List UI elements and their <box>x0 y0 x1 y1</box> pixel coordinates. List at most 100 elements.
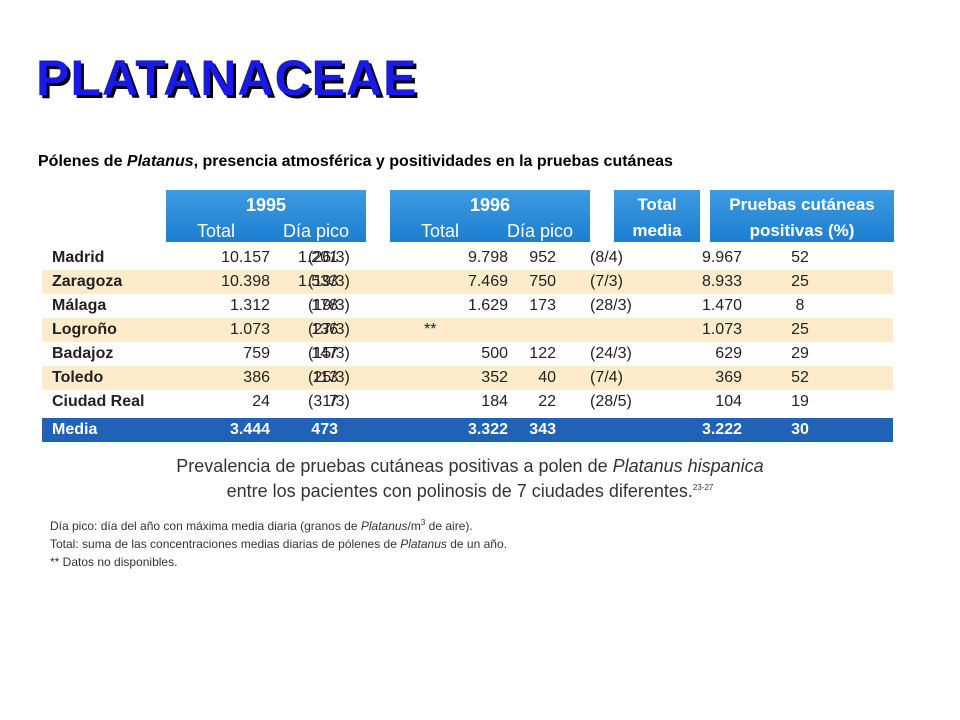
average-total-media: 3.222 <box>701 421 742 438</box>
dia-pico-date-1995: (26/3) <box>308 249 350 266</box>
dia-pico-date-1995: (15/3) <box>308 345 350 362</box>
footnote-dia-pico-unit: /m <box>407 519 421 533</box>
table-row: Málaga 1.312 178 (19/3) 1.629 173 (28/3)… <box>42 294 893 318</box>
average-row: Media 3.444 473 3.322 343 3.222 30 <box>42 418 893 442</box>
total-1995: 386 <box>243 369 270 386</box>
dia-pico-value-1996: 40 <box>538 369 556 386</box>
dia-pico-date-1995: (19/3) <box>308 297 350 314</box>
city-name: Málaga <box>52 297 107 314</box>
dia-pico-date-1995: (19/3) <box>308 273 350 290</box>
dia-pico-date-1996: (24/3) <box>590 345 632 362</box>
city-name: Ciudad Real <box>52 393 145 410</box>
dia-pico-value-1996: 952 <box>529 249 556 266</box>
table-subtitle: Pólenes de Platanus, presencia atmosféri… <box>38 153 673 171</box>
average-label: Media <box>52 421 98 438</box>
total-1996: 184 <box>481 393 508 410</box>
footnote-dia-pico-text: Día pico: día del año con máxima media d… <box>50 519 361 533</box>
total-1996: 1.629 <box>467 297 508 314</box>
average-dia-pico-1996: 343 <box>529 421 556 438</box>
average-pruebas-positivas: 30 <box>791 421 809 438</box>
dia-pico-date-1996: (7/3) <box>590 273 623 290</box>
footnote-total-genus: Platanus <box>400 537 447 551</box>
pruebas-positivas: 25 <box>791 273 809 290</box>
table-row: Logroño 1.073 136 (27/3) ** 1.073 25 <box>42 318 893 342</box>
table-row: Ciudad Real 24 7 (31/3) 184 22 (28/5) 10… <box>42 390 893 414</box>
total-media: 9.967 <box>701 249 742 266</box>
footnote-dia-pico-genus: Platanus <box>360 519 408 533</box>
footnote-total: Total: suma de las concentraciones media… <box>50 535 507 553</box>
dia-pico-value-1996: 122 <box>529 345 556 362</box>
total-1995: 759 <box>243 345 270 362</box>
subtitle-text-start: Pólenes de <box>38 153 127 170</box>
dia-pico-date-1996: (28/3) <box>590 297 632 314</box>
total-media: 369 <box>715 369 742 386</box>
dia-pico-value-1996: 22 <box>538 393 556 410</box>
city-name: Madrid <box>52 249 105 266</box>
total-1996: 500 <box>481 345 508 362</box>
average-dia-pico-1995: 473 <box>311 421 338 438</box>
dia-pico-value-1996: 750 <box>529 273 556 290</box>
total-1995: 1.073 <box>229 321 270 338</box>
table-row: Madrid 10.157 1.201 (26/3) 9.798 952 (8/… <box>42 246 893 270</box>
footnote-no-data: ** Datos no disponibles. <box>50 555 178 569</box>
average-total-1995: 3.444 <box>229 421 270 438</box>
pruebas-positivas: 52 <box>791 249 809 266</box>
total-1996: ** <box>424 321 437 338</box>
total-media: 104 <box>715 393 742 410</box>
header-pruebas-line1: Pruebas cutáneas <box>729 195 875 214</box>
header-year-1996: 1996 <box>469 195 511 215</box>
total-media: 8.933 <box>701 273 742 290</box>
dia-pico-value-1996: 173 <box>529 297 556 314</box>
header-pruebas-cutaneas: Pruebas cutáneas positivas (%) <box>710 190 894 242</box>
header-1995: 1995 Total Día pico <box>166 190 366 242</box>
page-title: PLATANACEAE <box>36 50 418 106</box>
dia-pico-date-1996: (28/5) <box>590 393 632 410</box>
footnotes: Día pico: día del año con máxima media d… <box>50 514 507 571</box>
total-1996: 352 <box>481 369 508 386</box>
city-name: Toledo <box>52 369 104 386</box>
table-row: Zaragoza 10.398 1.533 (19/3) 7.469 750 (… <box>42 270 893 294</box>
caption-species: Platanus hispanica <box>612 456 764 476</box>
total-1995: 10.157 <box>221 249 270 266</box>
total-1995: 1.312 <box>229 297 270 314</box>
dia-pico-value-1995: 136 <box>311 321 338 338</box>
footnote-dia-pico: Día pico: día del año con máxima media d… <box>50 514 507 535</box>
pruebas-positivas: 29 <box>791 345 809 362</box>
footnote-total-text: Total: suma de las concentraciones media… <box>50 537 401 551</box>
dia-pico-value-1995: 113 <box>312 369 338 386</box>
header-dia-pico-1996: Día pico <box>506 221 574 241</box>
total-1995: 10.398 <box>221 273 270 290</box>
table-caption: Prevalencia de pruebas cutáneas positiva… <box>160 455 780 502</box>
header-year-1995: 1995 <box>245 195 287 215</box>
header-total-1995: Total <box>196 221 236 241</box>
dia-pico-value-1995: 1.533 <box>297 273 338 290</box>
header-dia-pico-1995: Día pico <box>282 221 350 241</box>
dia-pico-date-1995: (31/3) <box>308 393 350 410</box>
header-1996: 1996 Total Día pico <box>390 190 590 242</box>
header-total-media-line1: Total <box>637 195 677 214</box>
dia-pico-value-1995: 147 <box>311 345 338 362</box>
city-name: Badajoz <box>52 345 114 362</box>
subtitle-genus: Platanus <box>126 153 194 170</box>
caption-line2: entre los pacientes con polinosis de 7 c… <box>226 481 693 501</box>
dia-pico-date-1996: (8/4) <box>590 249 623 266</box>
footnote-total-end: de un año. <box>446 537 507 551</box>
pruebas-positivas: 19 <box>791 393 809 410</box>
header-total-media: Total media <box>614 190 700 242</box>
total-media: 629 <box>715 345 742 362</box>
pruebas-positivas: 8 <box>795 297 805 314</box>
footnote-dia-pico-end: de aire). <box>425 519 473 533</box>
total-1995: 24 <box>252 393 270 410</box>
header-total-media-line2: media <box>632 221 682 240</box>
dia-pico-value-1995: 178 <box>311 297 338 314</box>
header-pruebas-line2: positivas (%) <box>749 221 855 240</box>
pruebas-positivas: 25 <box>791 321 809 338</box>
dia-pico-date-1995: (27/3) <box>308 321 350 338</box>
city-name: Zaragoza <box>52 273 123 290</box>
table-row: Badajoz 759 147 (15/3) 500 122 (24/3) 62… <box>42 342 893 366</box>
total-media: 1.073 <box>701 321 742 338</box>
pruebas-positivas: 52 <box>791 369 809 386</box>
table-row: Toledo 386 113 (25/3) 352 40 (7/4) 369 5… <box>42 366 893 390</box>
average-total-1996: 3.322 <box>467 421 508 438</box>
header-total-1996: Total <box>420 221 460 241</box>
